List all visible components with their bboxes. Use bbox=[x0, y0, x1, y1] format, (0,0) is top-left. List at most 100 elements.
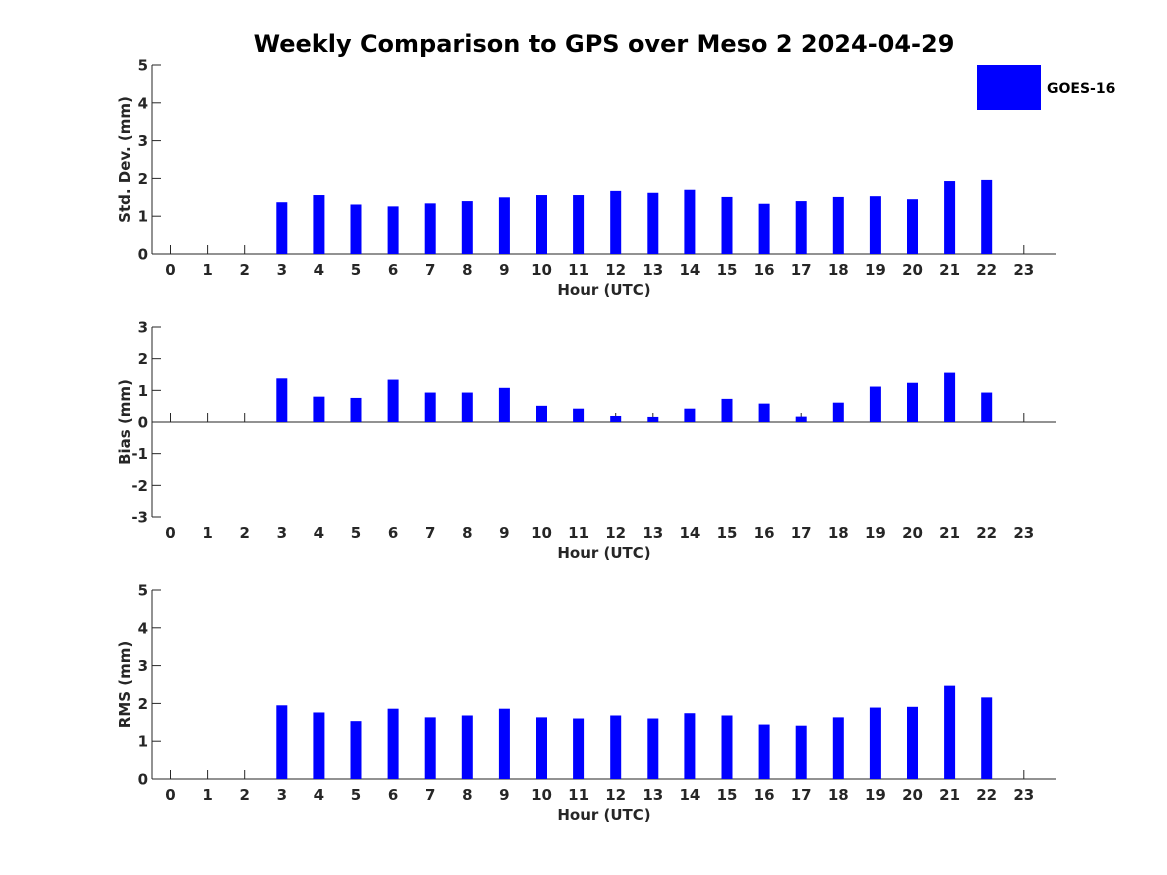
bar-hour-21 bbox=[944, 181, 956, 254]
y-tick-label: 1 bbox=[138, 733, 148, 751]
bar-hour-10 bbox=[536, 195, 547, 254]
y-tick-label: 0 bbox=[138, 771, 148, 789]
bar-hour-22 bbox=[981, 179, 993, 254]
bar-hour-11 bbox=[573, 195, 585, 254]
x-tick-label: 11 bbox=[568, 261, 589, 279]
x-tick-label: 12 bbox=[605, 786, 626, 804]
x-tick-label: 2 bbox=[239, 524, 249, 542]
x-axis-label: Hour (UTC) bbox=[557, 544, 650, 562]
bar-hour-6 bbox=[387, 206, 399, 254]
x-tick-label: 20 bbox=[902, 524, 923, 542]
bar-hour-20 bbox=[907, 706, 918, 779]
bar-hour-19 bbox=[869, 386, 881, 422]
bar-hour-11 bbox=[573, 718, 585, 779]
x-tick-label: 19 bbox=[865, 524, 886, 542]
x-tick-label: 10 bbox=[531, 261, 552, 279]
y-tick-label: -1 bbox=[131, 445, 148, 463]
bar-hour-7 bbox=[424, 392, 436, 422]
x-tick-label: 14 bbox=[679, 261, 700, 279]
x-tick-label: 23 bbox=[1013, 524, 1034, 542]
bar-hour-19 bbox=[869, 707, 881, 779]
x-tick-label: 0 bbox=[165, 261, 175, 279]
y-tick-label: 1 bbox=[138, 208, 148, 226]
x-tick-label: 16 bbox=[754, 786, 775, 804]
bar-hour-19 bbox=[869, 196, 881, 254]
x-tick-label: 1 bbox=[202, 261, 212, 279]
bar-hour-11 bbox=[573, 408, 585, 422]
x-tick-label: 6 bbox=[388, 524, 398, 542]
x-tick-label: 4 bbox=[314, 786, 324, 804]
x-tick-label: 20 bbox=[902, 786, 923, 804]
x-tick-label: 10 bbox=[531, 786, 552, 804]
x-tick-label: 3 bbox=[277, 261, 287, 279]
x-tick-label: 11 bbox=[568, 524, 589, 542]
x-tick-label: 18 bbox=[828, 786, 849, 804]
bar-hour-9 bbox=[498, 197, 510, 254]
x-tick-label: 21 bbox=[939, 261, 960, 279]
x-tick-label: 16 bbox=[754, 524, 775, 542]
x-tick-label: 5 bbox=[351, 786, 361, 804]
x-tick-label: 12 bbox=[605, 261, 626, 279]
x-tick-label: 9 bbox=[499, 786, 509, 804]
y-axis-label: RMS (mm) bbox=[116, 641, 134, 728]
x-tick-label: 2 bbox=[239, 261, 249, 279]
bar-hour-3 bbox=[276, 705, 288, 779]
legend-swatch bbox=[977, 65, 1041, 110]
bar-hour-13 bbox=[647, 718, 659, 779]
x-tick-label: 9 bbox=[499, 261, 509, 279]
bar-hour-16 bbox=[758, 724, 770, 779]
bar-hour-13 bbox=[647, 416, 659, 422]
x-tick-label: 3 bbox=[277, 786, 287, 804]
y-tick-label: 5 bbox=[138, 57, 148, 75]
y-axis-label: Std. Dev. (mm) bbox=[116, 96, 134, 223]
x-tick-label: 8 bbox=[462, 786, 472, 804]
x-tick-label: 13 bbox=[642, 261, 663, 279]
y-tick-label: 5 bbox=[138, 582, 148, 600]
bar-hour-15 bbox=[721, 715, 733, 779]
x-tick-label: 17 bbox=[791, 261, 812, 279]
bar-hour-20 bbox=[907, 199, 918, 254]
x-tick-label: 6 bbox=[388, 261, 398, 279]
bar-hour-18 bbox=[832, 196, 844, 254]
bar-hour-8 bbox=[461, 715, 473, 779]
x-tick-label: 18 bbox=[828, 524, 849, 542]
bar-hour-8 bbox=[461, 392, 473, 422]
bar-hour-5 bbox=[350, 204, 362, 254]
x-tick-label: 21 bbox=[939, 524, 960, 542]
x-tick-label: 1 bbox=[202, 524, 212, 542]
bar-hour-17 bbox=[795, 725, 807, 779]
x-tick-label: 23 bbox=[1013, 261, 1034, 279]
bar-hour-21 bbox=[944, 372, 956, 422]
bar-hour-22 bbox=[981, 392, 993, 422]
bar-hour-17 bbox=[795, 416, 807, 422]
bar-hour-4 bbox=[313, 396, 325, 422]
x-tick-label: 4 bbox=[314, 261, 324, 279]
bar-hour-4 bbox=[313, 195, 325, 254]
bar-hour-21 bbox=[944, 685, 956, 779]
x-tick-label: 20 bbox=[902, 261, 923, 279]
bar-hour-16 bbox=[758, 403, 770, 422]
bar-hour-9 bbox=[498, 708, 510, 779]
x-tick-label: 0 bbox=[165, 786, 175, 804]
x-tick-label: 17 bbox=[791, 786, 812, 804]
bar-hour-14 bbox=[684, 189, 696, 254]
bar-hour-14 bbox=[684, 713, 696, 779]
bar-hour-5 bbox=[350, 397, 362, 422]
bar-hour-4 bbox=[313, 712, 325, 779]
bar-hour-14 bbox=[684, 408, 696, 422]
x-tick-label: 14 bbox=[679, 786, 700, 804]
y-tick-label: 3 bbox=[138, 132, 148, 150]
x-tick-label: 1 bbox=[202, 786, 212, 804]
bar-hour-6 bbox=[387, 379, 399, 422]
x-tick-label: 8 bbox=[462, 524, 472, 542]
x-tick-label: 10 bbox=[531, 524, 552, 542]
legend-label: GOES-16 bbox=[1047, 81, 1115, 97]
x-tick-label: 15 bbox=[717, 786, 738, 804]
y-tick-label: 4 bbox=[138, 94, 148, 112]
x-tick-label: 2 bbox=[239, 786, 249, 804]
y-tick-label: 0 bbox=[138, 414, 148, 432]
bar-hour-15 bbox=[721, 196, 733, 254]
y-axis-label: Bias (mm) bbox=[116, 379, 134, 465]
